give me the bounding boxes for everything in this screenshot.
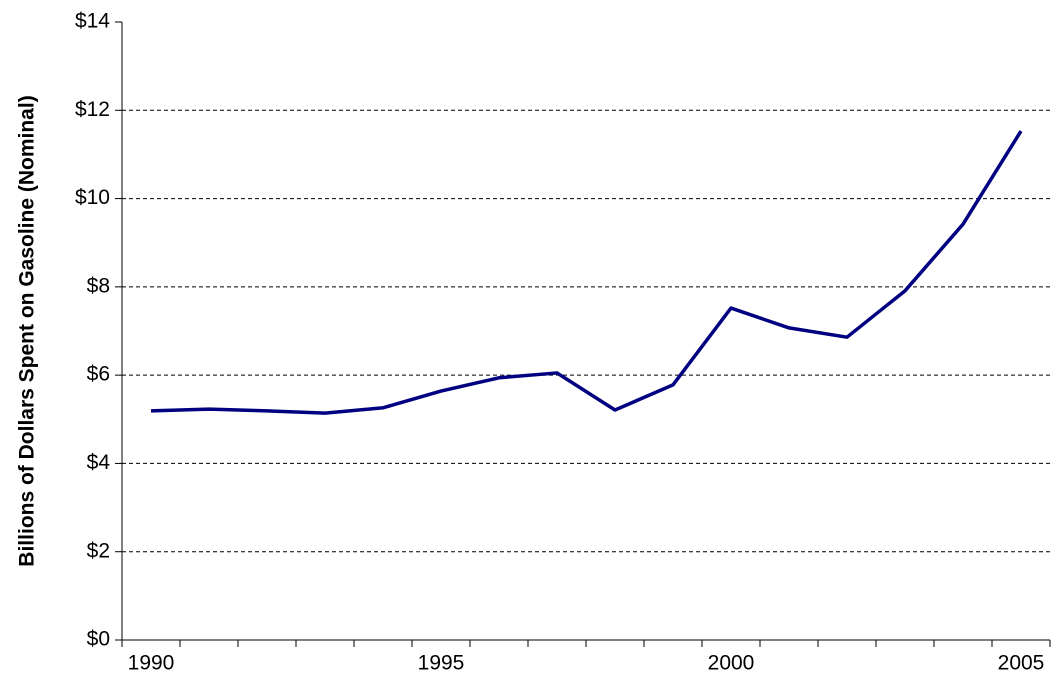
x-tick-label: 2005	[998, 652, 1045, 675]
y-tick-label: $10	[75, 186, 110, 209]
x-tick-label: 1995	[418, 652, 465, 675]
y-tick-label: $6	[87, 363, 110, 386]
y-tick-label: $12	[75, 98, 110, 121]
y-axis-label: Billions of Dollars Spent on Gasoline (N…	[16, 95, 39, 566]
y-tick-label: $0	[87, 628, 110, 651]
y-tick-label: $8	[87, 274, 110, 297]
y-tick-label: $2	[87, 539, 110, 562]
x-tick-label: 2000	[708, 652, 755, 675]
y-tick-label: $4	[87, 451, 111, 474]
y-tick-label: $14	[75, 10, 110, 33]
x-tick-label: 1990	[128, 652, 175, 675]
data-line	[150, 130, 1023, 415]
